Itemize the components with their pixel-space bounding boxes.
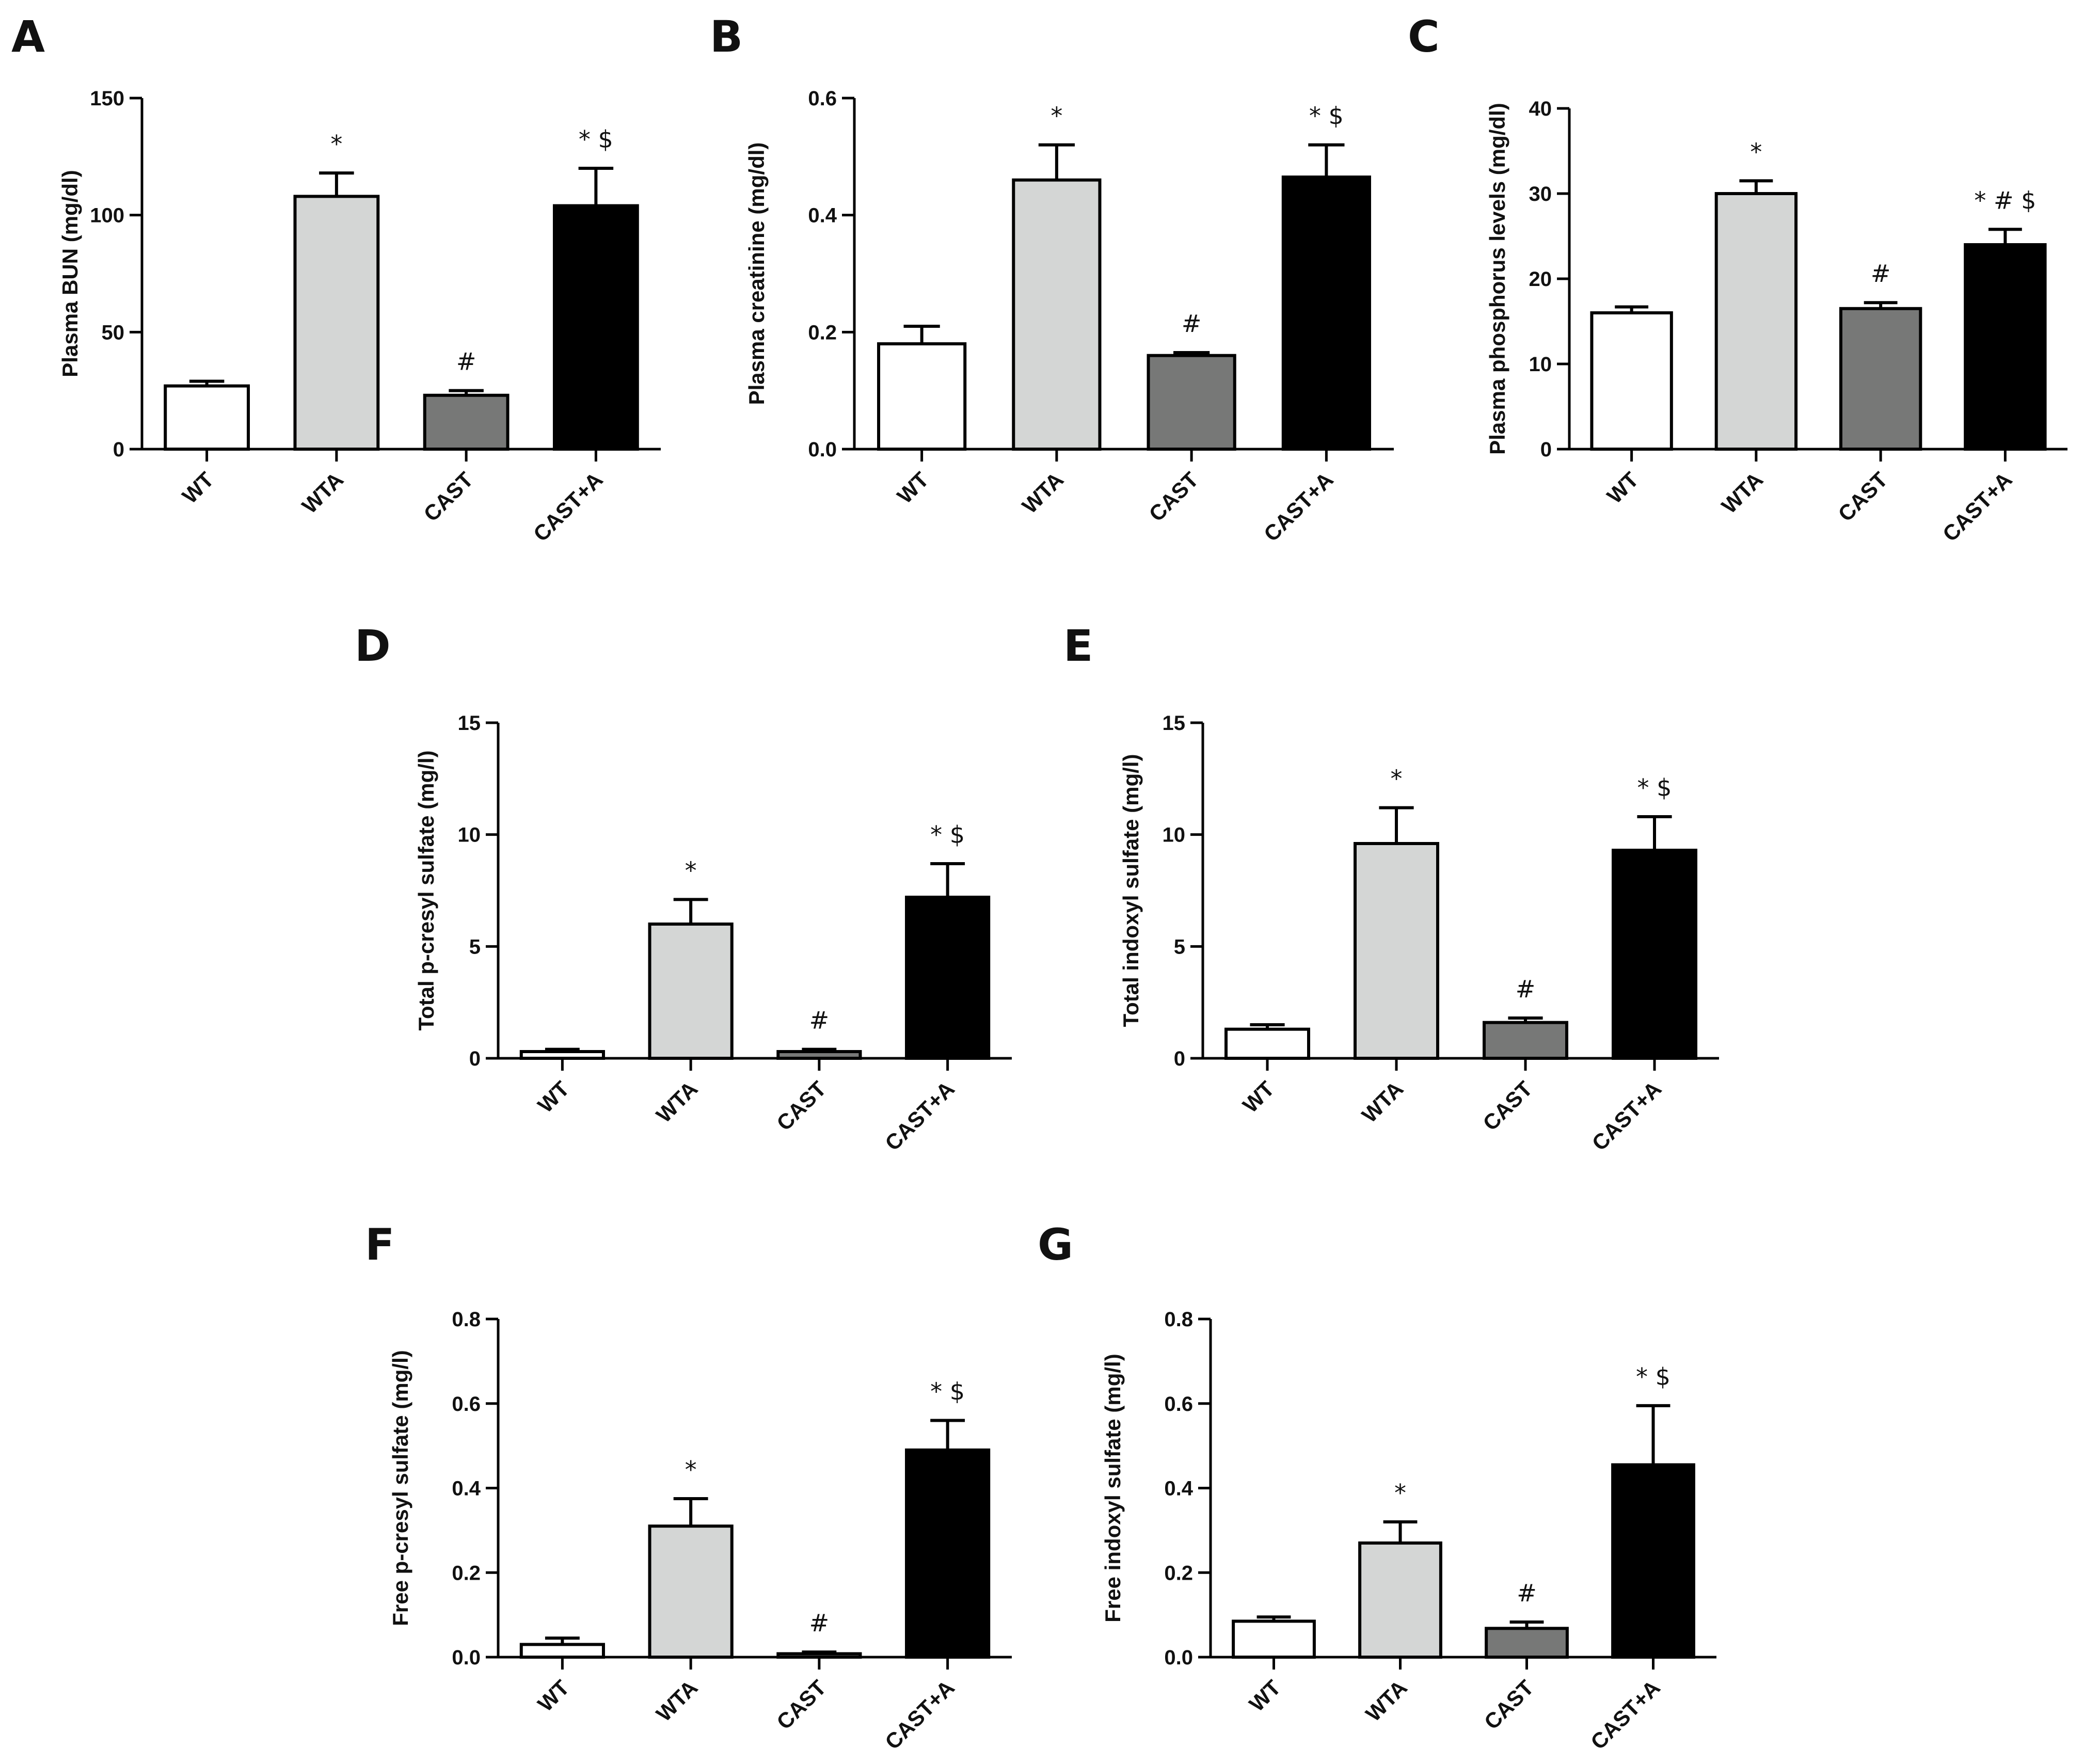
panel-letter-a: A: [11, 11, 45, 62]
y-tick-label-f: 0.0: [452, 1646, 481, 1669]
y-tick-label-g: 0.6: [1164, 1393, 1193, 1416]
significance-label-b: * $: [1309, 102, 1344, 130]
y-axis-label-e: Total indoxyl sulfate (mg/l): [1119, 754, 1143, 1027]
y-tick-label-d: 5: [469, 935, 481, 958]
bar-c-wt: [1590, 311, 1673, 451]
bar-d-cast: [776, 1050, 862, 1060]
y-axis-label-b: Plasma creatinine (mg/dl): [744, 142, 769, 405]
panel-letter-e: E: [1063, 621, 1093, 671]
significance-label-c: * # $: [1974, 186, 2036, 214]
y-tick-label-e: 15: [1163, 712, 1186, 735]
y-tick-label-c: 10: [1529, 353, 1552, 376]
bar-f-cast: [776, 1652, 862, 1659]
y-tick-label-g: 0.8: [1164, 1308, 1193, 1331]
bar-b-castplusa: [1281, 176, 1371, 451]
y-tick-label-e: 10: [1163, 824, 1186, 847]
significance-label-c: *: [1750, 138, 1762, 166]
y-tick-label-a: 0: [113, 438, 124, 461]
y-tick-label-e: 5: [1174, 935, 1185, 958]
significance-label-g: *: [1394, 1479, 1406, 1507]
bar-a-cast: [423, 393, 510, 451]
bar-e-wta: [1354, 842, 1439, 1060]
y-tick-label-g: 0.0: [1164, 1646, 1193, 1669]
significance-label-a: #: [456, 348, 476, 376]
bar-d-castplusa: [905, 896, 991, 1060]
bar-e-castplusa: [1612, 849, 1697, 1060]
y-axis-label-a: Plasma BUN (mg/dl): [58, 170, 82, 377]
bar-b-cast: [1147, 354, 1236, 451]
significance-label-d: #: [809, 1007, 830, 1035]
significance-label-d: * $: [930, 821, 965, 849]
bar-f-wt: [519, 1643, 605, 1659]
bar-d-wta: [648, 923, 734, 1060]
bar-g-wta: [1358, 1541, 1442, 1659]
bar-f-wta: [648, 1524, 734, 1659]
bar-a-castplusa: [552, 204, 639, 451]
significance-label-f: * $: [930, 1378, 965, 1406]
y-tick-label-a: 100: [90, 204, 124, 227]
panel-letter-g: G: [1038, 1219, 1073, 1270]
bar-c-wta: [1714, 192, 1798, 451]
significance-label-e: #: [1516, 975, 1536, 1003]
panel-letter-c: C: [1408, 11, 1440, 62]
significance-label-e: * $: [1637, 774, 1672, 802]
bar-c-cast: [1839, 307, 1922, 451]
y-tick-label-g: 0.2: [1164, 1562, 1193, 1584]
y-tick-label-c: 30: [1529, 183, 1552, 205]
y-tick-label-d: 10: [458, 824, 481, 847]
y-tick-label-c: 0: [1540, 438, 1552, 461]
bar-a-wt: [164, 384, 250, 451]
bar-c-castplusa: [1964, 243, 2047, 451]
y-tick-label-d: 0: [469, 1047, 481, 1070]
significance-label-b: #: [1182, 310, 1202, 338]
significance-label-c: #: [1871, 260, 1891, 288]
significance-label-b: *: [1051, 102, 1062, 130]
significance-label-g: #: [1517, 1579, 1537, 1607]
significance-label-f: *: [685, 1456, 697, 1484]
y-tick-label-b: 0.0: [808, 438, 837, 461]
significance-label-d: *: [685, 856, 697, 884]
y-axis-label-d: Total p-cresyl sulfate (mg/l): [414, 751, 438, 1031]
y-tick-label-a: 150: [90, 87, 124, 110]
bar-g-castplusa: [1611, 1463, 1695, 1659]
bar-e-wt: [1224, 1027, 1310, 1060]
y-axis-label-c: Plasma phosphorus levels (mg/dl): [1485, 103, 1509, 455]
significance-label-f: #: [809, 1609, 830, 1637]
significance-label-e: *: [1391, 765, 1403, 793]
panel-letter-b: B: [710, 11, 743, 62]
panel-letter-f: F: [365, 1219, 394, 1270]
bar-b-wta: [1012, 178, 1102, 451]
bar-b-wt: [877, 342, 967, 451]
bar-f-castplusa: [905, 1448, 991, 1659]
y-tick-label-d: 15: [458, 712, 481, 735]
y-tick-label-b: 0.2: [808, 321, 837, 344]
y-axis-label-g: Free indoxyl sulfate (mg/l): [1101, 1354, 1125, 1622]
y-tick-label-c: 20: [1529, 268, 1552, 291]
significance-label-g: * $: [1636, 1363, 1671, 1391]
bar-g-cast: [1485, 1627, 1569, 1659]
y-tick-label-e: 0: [1174, 1047, 1185, 1070]
panel-letter-d: D: [355, 621, 391, 671]
bar-d-wt: [519, 1050, 605, 1060]
significance-label-a: * $: [579, 125, 613, 153]
y-tick-label-b: 0.4: [808, 204, 837, 227]
y-tick-label-f: 0.8: [452, 1308, 481, 1331]
y-tick-label-f: 0.4: [452, 1477, 481, 1500]
significance-label-a: *: [330, 130, 342, 158]
y-tick-label-f: 0.2: [452, 1562, 481, 1584]
y-axis-label-f: Free p-cresyl sulfate (mg/l): [388, 1350, 412, 1626]
y-tick-label-g: 0.4: [1164, 1477, 1193, 1500]
bar-a-wta: [293, 195, 380, 451]
bar-e-cast: [1483, 1021, 1568, 1060]
y-tick-label-c: 40: [1529, 98, 1552, 120]
y-tick-label-b: 0.6: [808, 87, 837, 110]
y-tick-label-a: 50: [102, 321, 125, 344]
panel-c: C 0 10 20 30 40 Plasma phosphorus levels (mg/d…: [1408, 11, 2067, 546]
y-tick-label-f: 0.6: [452, 1393, 481, 1416]
bar-g-wt: [1232, 1619, 1316, 1659]
